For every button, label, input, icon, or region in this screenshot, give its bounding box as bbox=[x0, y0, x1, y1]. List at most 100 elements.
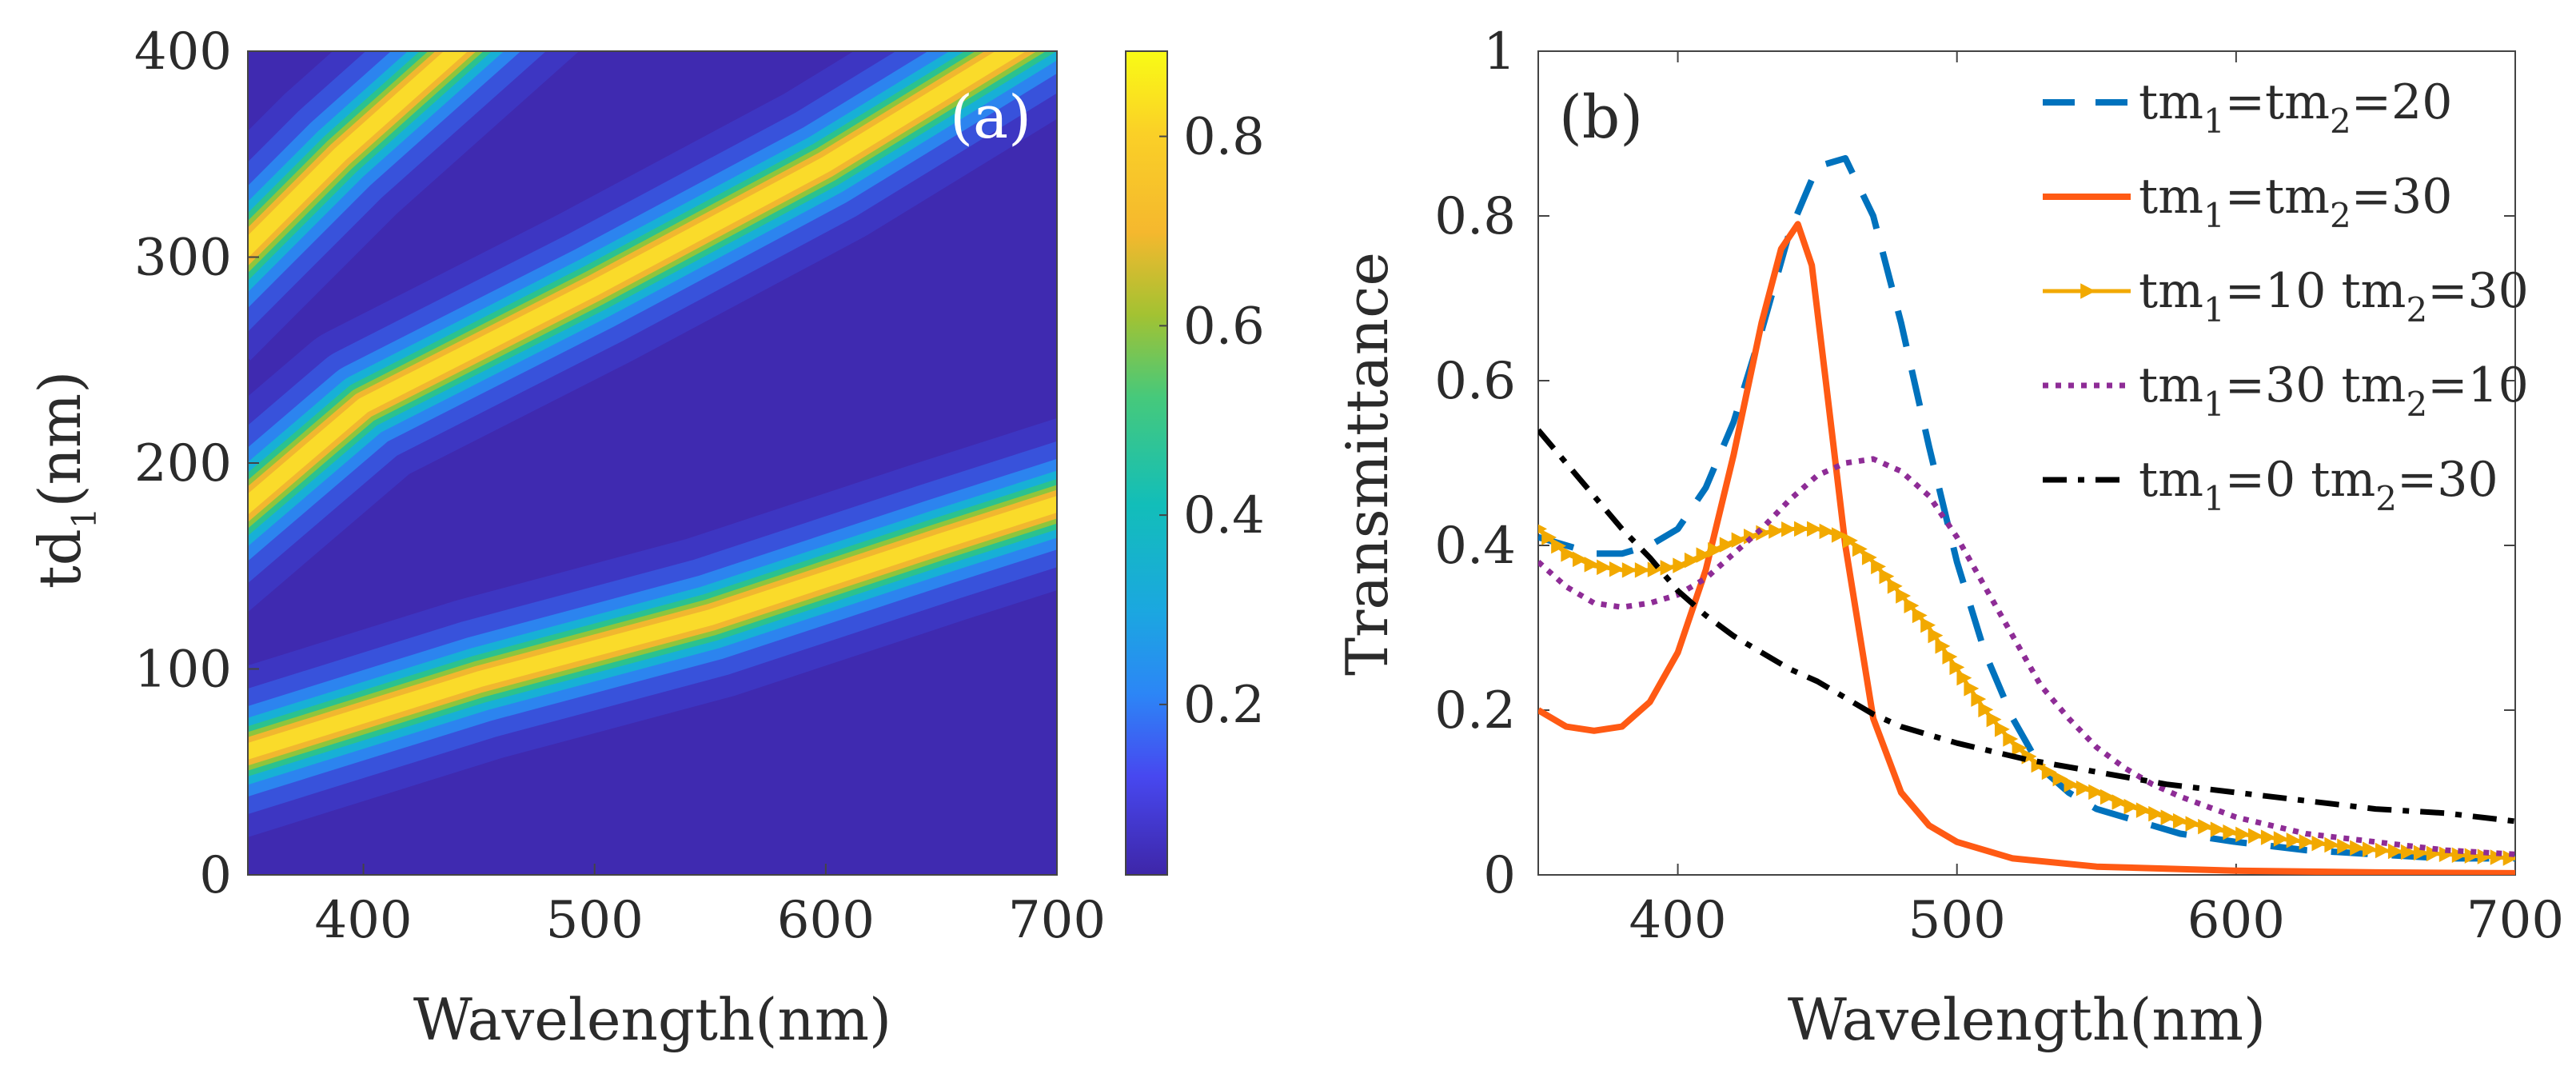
legend-item-2: tm1=tm2=30 bbox=[2043, 169, 2452, 235]
series-marker bbox=[1904, 597, 1920, 614]
line-chart-y-tick-label: 0.2 bbox=[1434, 681, 1516, 741]
heatmap-panel: 400 500 600 700 0 100 200 300 400 (a) Wavelength… bbox=[26, 22, 1106, 1053]
series-marker bbox=[1696, 547, 1712, 563]
heatmap-x-tick-label: 500 bbox=[546, 891, 644, 950]
legend-label-part: 1 bbox=[2203, 196, 2225, 235]
series-marker bbox=[1719, 537, 1735, 553]
series-marker bbox=[1541, 529, 1557, 545]
series-marker bbox=[1912, 607, 1928, 624]
line-chart-y-tick-label: 0 bbox=[1483, 846, 1516, 905]
heatmap-x-axis-label: Wavelength(nm) bbox=[413, 986, 891, 1053]
series-marker bbox=[1597, 559, 1612, 576]
series-marker bbox=[1660, 560, 1676, 576]
series-markers-3 bbox=[1538, 521, 2515, 866]
series-marker bbox=[1807, 521, 1822, 537]
series-marker bbox=[1928, 627, 1944, 644]
heatmap-y-tick-label: 0 bbox=[199, 846, 232, 905]
legend-label-part: =30 bbox=[2397, 452, 2498, 508]
line-chart-x-tick-label: 700 bbox=[2466, 891, 2564, 950]
series-marker bbox=[1794, 521, 1809, 537]
legend-label-part: tm bbox=[2139, 263, 2203, 319]
series-marker bbox=[2502, 850, 2515, 866]
legend-label-part: 1 bbox=[2203, 290, 2225, 329]
legend-label-part: 1 bbox=[2203, 385, 2225, 424]
legend-item-4: tm1=30 tm2=10 bbox=[2043, 357, 2529, 424]
series-marker bbox=[1896, 588, 1912, 604]
series-marker bbox=[2248, 828, 2263, 844]
colorbar-tick-label: 0.6 bbox=[1183, 297, 1265, 356]
line-chart-x-axis-label: Wavelength(nm) bbox=[1788, 986, 2266, 1053]
legend-label: tm1=30 tm2=10 bbox=[2139, 357, 2529, 424]
series-marker bbox=[2088, 784, 2104, 801]
series-marker bbox=[1584, 557, 1600, 573]
series-marker bbox=[1942, 649, 1958, 665]
series-marker bbox=[2260, 829, 2276, 845]
series-marker bbox=[2185, 816, 2201, 832]
line-chart-y-tick-label: 1 bbox=[1483, 22, 1516, 82]
series-marker bbox=[1935, 638, 1951, 654]
colorbar: 0.2 0.4 0.6 0.8 bbox=[1125, 50, 1265, 876]
series-marker bbox=[2052, 770, 2068, 787]
series-line-4 bbox=[1538, 456, 2515, 857]
series-marker bbox=[2350, 840, 2365, 856]
series-marker bbox=[1708, 541, 1724, 558]
series-marker bbox=[1621, 562, 1637, 578]
series-marker bbox=[1861, 549, 1877, 565]
series-marker bbox=[1684, 552, 1700, 569]
series-marker bbox=[2311, 835, 2327, 852]
series-marker bbox=[1852, 541, 1868, 557]
panel-label-a: (a) bbox=[950, 83, 1031, 152]
series-marker bbox=[1920, 617, 1936, 633]
legend-item-3: tm1=10 tm2=30 bbox=[2043, 263, 2529, 329]
heatmap-y-tick-label: 100 bbox=[134, 641, 232, 700]
series-marker bbox=[1769, 523, 1784, 539]
series-marker bbox=[2477, 848, 2493, 864]
series-marker bbox=[2076, 781, 2092, 797]
series-marker bbox=[1842, 533, 1858, 549]
line-chart-y-axis-label: Transmittance bbox=[1334, 252, 1401, 676]
heatmap-band-3-layer-8 bbox=[248, 51, 469, 258]
legend-label-part: 2 bbox=[2406, 290, 2427, 329]
series-marker bbox=[2438, 846, 2454, 863]
colorbar-ticks: 0.2 0.4 0.6 0.8 bbox=[1159, 108, 1265, 735]
series-marker bbox=[2210, 821, 2226, 837]
legend-label-part: 2 bbox=[2406, 385, 2427, 424]
series-marker bbox=[2273, 831, 2289, 847]
series-marker bbox=[2400, 844, 2416, 860]
series-marker bbox=[1949, 659, 1965, 676]
legend-item-1: tm1=tm2=20 bbox=[2043, 74, 2452, 141]
series-marker bbox=[2031, 757, 2047, 773]
heatmap-band-1-layer-8 bbox=[248, 495, 1057, 760]
legend-label-part: tm bbox=[2139, 74, 2203, 130]
series-marker bbox=[2464, 848, 2480, 864]
legend-label: tm1=tm2=30 bbox=[2139, 169, 2452, 235]
legend-label-part: =tm bbox=[2225, 74, 2330, 130]
heatmap-bands bbox=[248, 51, 1057, 837]
series-marker bbox=[2413, 844, 2429, 861]
heatmap-y-axis-label: td1(nm) bbox=[26, 371, 104, 589]
legend-label: tm1=tm2=20 bbox=[2139, 74, 2452, 141]
legend-label-part: 2 bbox=[2330, 196, 2351, 235]
series-marker bbox=[2111, 794, 2127, 810]
legend-label-part: =30 bbox=[2351, 169, 2453, 225]
series-marker bbox=[1971, 691, 1987, 707]
line-chart-x-tick-label: 400 bbox=[1629, 891, 1726, 950]
y-label-unit: (nm) bbox=[26, 371, 94, 508]
series-marker bbox=[2099, 789, 2115, 805]
series-marker bbox=[2324, 836, 2340, 853]
series-marker bbox=[2172, 812, 2188, 829]
series-marker bbox=[1871, 558, 1886, 575]
series-marker bbox=[2375, 842, 2391, 859]
series-marker bbox=[1609, 561, 1625, 577]
series-marker bbox=[1819, 523, 1835, 540]
series-line-5 bbox=[1538, 428, 2515, 824]
series-marker bbox=[2003, 731, 2019, 747]
heatmap-y-tick-label: 200 bbox=[134, 434, 232, 493]
series-marker bbox=[2299, 833, 2315, 850]
series-marker bbox=[2064, 777, 2080, 793]
legend-label-part: 1 bbox=[2203, 479, 2225, 518]
series-marker bbox=[2363, 841, 2378, 857]
series-marker bbox=[1551, 537, 1567, 554]
